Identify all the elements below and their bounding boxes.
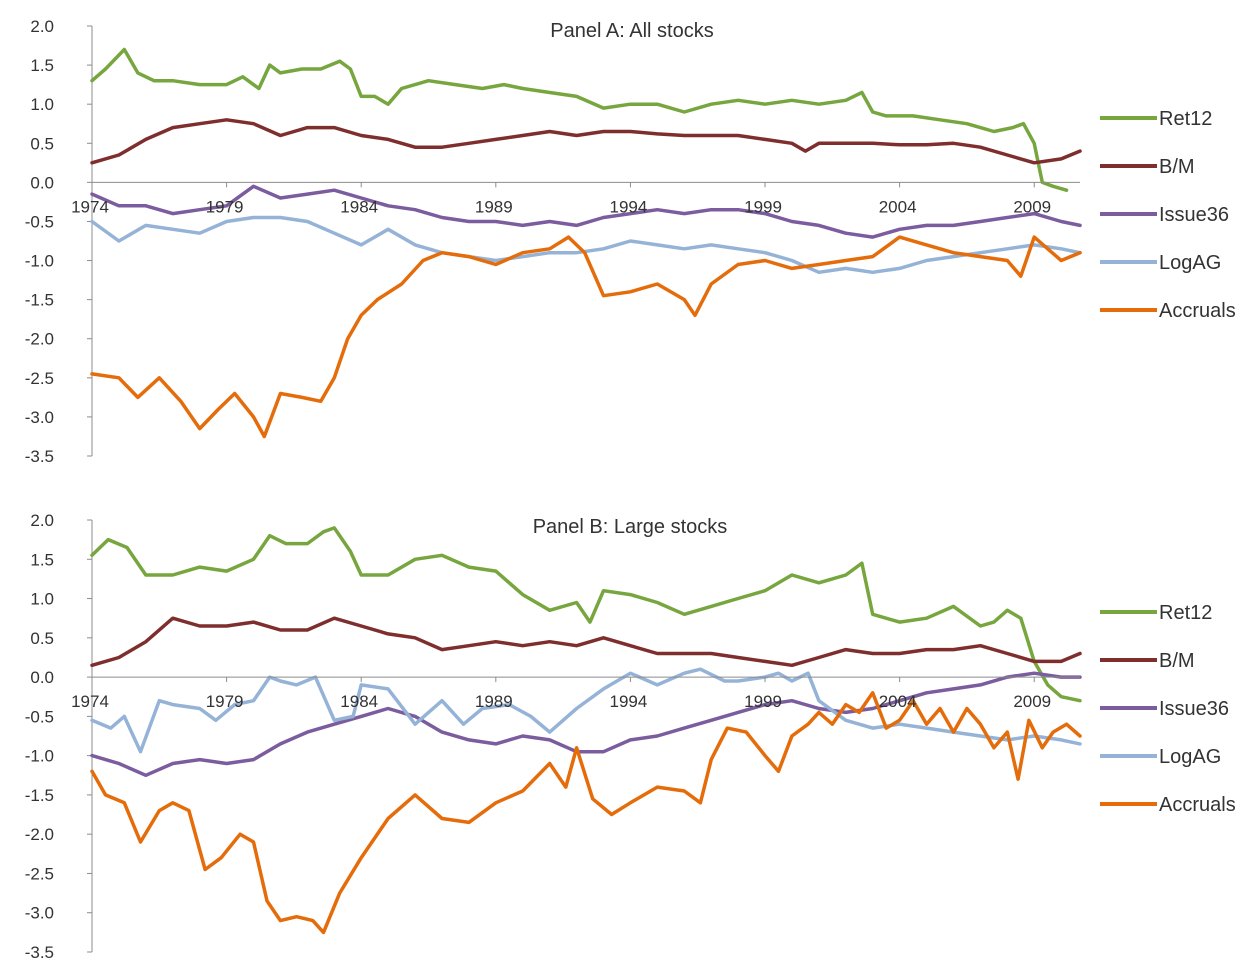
panel-a-y-tick-label: 1.0 [30, 95, 54, 114]
panel-a-title: Panel A: All stocks [550, 20, 713, 42]
panel-b-series-b-m-line [90, 616, 1082, 668]
panel-a-x-tick-label: 1994 [610, 197, 648, 216]
panel-b-y-tick-label: 0.0 [30, 668, 54, 687]
panel-a-series-b-m-line [90, 118, 1082, 165]
panel-a-x-tick-label: 1984 [340, 197, 378, 216]
panel-a-legend-label-accruals: Accruals [1159, 300, 1236, 322]
panel-b-y-tick-label: -2.0 [25, 825, 54, 844]
panel-b-y-tick-label: 1.5 [30, 550, 54, 569]
panel-b-legend-label-logag: LogAG [1159, 746, 1221, 768]
panel-b-legend-label-ret12: Ret12 [1159, 602, 1212, 624]
panel-a-series-ret12-line [90, 47, 1069, 192]
panel-b-x-tick-label: 1994 [610, 692, 648, 711]
panel-b-x-tick-label: 1999 [744, 692, 782, 711]
panel-b-x-tick-label: 2009 [1013, 692, 1051, 711]
panel-b-x-tick-label: 2004 [879, 692, 917, 711]
panel-b-y-tick-label: 2.0 [30, 511, 54, 530]
panel-b-x-tick-label: 1979 [206, 692, 244, 711]
panel-a-y-tick-label: -3.0 [25, 408, 54, 427]
panel-a-legend-label-b-m: B/M [1159, 156, 1195, 178]
panel-a-x-tick-label: 1989 [475, 197, 513, 216]
panel-b-y-tick-label: -1.5 [25, 786, 54, 805]
panel-a-x-tick-label: 2009 [1013, 197, 1051, 216]
panel-b-legend-label-accruals: Accruals [1159, 794, 1236, 816]
panel-b: Panel B: Large stocks 2.0 1.5 1.0 0.5 0.0 -0.… [25, 511, 1236, 962]
panel-b-title: Panel B: Large stocks [533, 516, 728, 538]
panel-a-y-tick-label: -2.5 [25, 369, 54, 388]
panel-b-series-accruals-line [90, 691, 1082, 935]
panel-a-y-tick-label: -1.5 [25, 291, 54, 310]
panel-a-y-tick-label: 0.0 [30, 173, 54, 192]
panel-b-y-tick-label: -2.5 [25, 864, 54, 883]
panel-a-y-tick-label: -0.5 [25, 212, 54, 231]
panel-a-y-tick-label: -3.5 [25, 447, 54, 466]
panel-a-x-tick-label: 2004 [879, 197, 917, 216]
panel-b-series-ret12-line [90, 526, 1082, 703]
panel-b-legend-label-b-m: B/M [1159, 650, 1195, 672]
panel-a-legend-label-issue36: Issue36 [1159, 204, 1229, 226]
panel-b-y-tick-label: 0.5 [30, 629, 54, 648]
panel-a-y-tick-label: 2.0 [30, 17, 54, 36]
panel-b-y-tick-label: 1.0 [30, 590, 54, 609]
panel-a-series-issue36-line [90, 184, 1082, 239]
panel-a-x-tick-label: 1999 [744, 197, 782, 216]
panel-b-legend-label-issue36: Issue36 [1159, 698, 1229, 720]
panel-b-y-tick-label: -0.5 [25, 707, 54, 726]
panel-b-y-tick-label: -3.0 [25, 904, 54, 923]
panel-a-x-tick-label: 1974 [71, 197, 109, 216]
panel-b-series-logag-line [90, 667, 1082, 754]
panel-a: Panel A: All stocks 2.0 1.5 1.0 0.5 0.0 -0.5 -… [25, 17, 1236, 466]
panel-a-y-tick-label: 0.5 [30, 134, 54, 153]
panel-a-legend-label-logag: LogAG [1159, 252, 1221, 274]
panel-a-series-logag-line [90, 215, 1082, 275]
panel-b-x-tick-label: 1989 [475, 692, 513, 711]
panel-b-x-tick-label: 1984 [340, 692, 378, 711]
panel-b-y-tick-label: -1.0 [25, 747, 54, 766]
panel-a-y-tick-label: -2.0 [25, 330, 54, 349]
panel-a-legend-label-ret12: Ret12 [1159, 108, 1212, 130]
panel-b-y-tick-label: -3.5 [25, 943, 54, 960]
panel-b-series-issue36-line [90, 671, 1082, 778]
panel-a-x-tick-label: 1979 [206, 197, 244, 216]
panel-a-series-accruals-line [90, 235, 1082, 439]
panel-b-x-tick-label: 1974 [71, 692, 109, 711]
panel-a-y-tick-label: -1.0 [25, 252, 54, 271]
panel-a-y-tick-label: 1.5 [30, 56, 54, 75]
